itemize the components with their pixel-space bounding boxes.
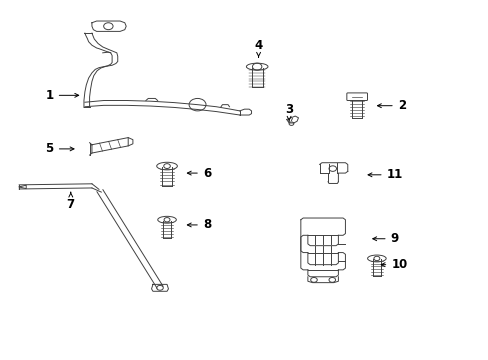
Text: 7: 7 (66, 192, 75, 211)
Text: 2: 2 (377, 99, 405, 112)
Text: 9: 9 (372, 232, 398, 245)
Text: 1: 1 (45, 89, 79, 102)
Text: 6: 6 (187, 167, 211, 180)
Text: 3: 3 (285, 103, 293, 121)
Text: 10: 10 (381, 258, 407, 271)
Ellipse shape (246, 63, 267, 70)
Text: 8: 8 (187, 219, 211, 231)
Text: 5: 5 (45, 143, 74, 156)
Text: 11: 11 (367, 168, 402, 181)
Text: 4: 4 (254, 39, 262, 57)
